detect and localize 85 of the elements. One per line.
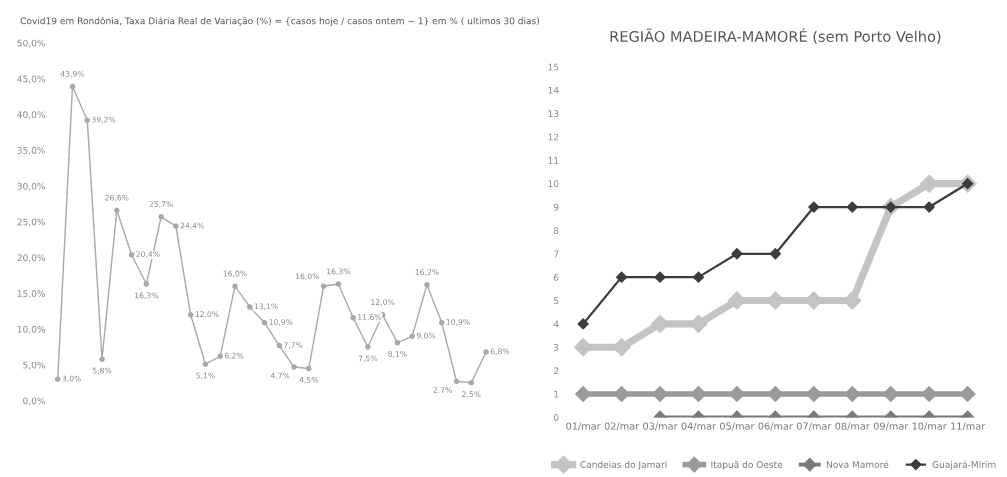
y-tick-label: 35,0% — [17, 146, 45, 155]
point — [689, 314, 708, 334]
point — [654, 271, 666, 283]
y-tick-label: 15 — [548, 63, 559, 71]
y-tick-label: 1 — [554, 390, 559, 398]
point — [143, 281, 150, 287]
point — [84, 117, 91, 123]
legend-label: Guajará-Mirim — [932, 460, 996, 470]
y-tick-label: 5 — [554, 297, 559, 305]
y-tick-label: 10,0% — [17, 325, 45, 334]
y-tick-label: 7 — [554, 250, 559, 258]
point — [453, 378, 460, 385]
point — [424, 281, 430, 288]
y-tick-label: 13 — [548, 110, 559, 118]
point — [731, 248, 743, 260]
y-tick-label: 4 — [553, 320, 559, 328]
y-tick-label: 0,0% — [23, 397, 45, 406]
point — [217, 353, 223, 360]
y-tick-label: 5,0% — [23, 361, 45, 370]
x-tick-label: 09/mar — [873, 422, 909, 431]
x-tick-label: 07/mar — [796, 422, 832, 431]
x-tick-label: 11/mar — [951, 422, 986, 431]
x-tick-label: 01/mar — [566, 422, 601, 431]
point — [276, 342, 283, 349]
point — [577, 318, 589, 330]
y-tick-label: 15,0% — [17, 290, 45, 298]
point — [615, 271, 628, 283]
y-tick-label: 40,0% — [17, 111, 45, 119]
point — [923, 201, 935, 213]
point — [483, 349, 489, 355]
point — [232, 283, 238, 289]
point — [187, 312, 194, 318]
legend-label: Nova Mamoré — [826, 460, 889, 468]
point — [291, 364, 297, 370]
chart-title: Covid19 em Rondônia, Taxa Diária Real de Variação (%) = {casos hoje / casos ontem − 1} em % ( ultimos 30 dias) — [20, 16, 539, 27]
point — [409, 333, 415, 340]
point — [350, 314, 356, 321]
x-tick-label: 04/mar — [681, 422, 717, 431]
legend-label: Itapuã do Oeste — [711, 460, 783, 470]
point — [173, 223, 179, 229]
point — [394, 339, 401, 346]
y-tick-label: 2 — [553, 367, 559, 375]
y-tick-label: 20,0% — [17, 254, 45, 263]
y-tick-label: 14 — [548, 87, 559, 94]
point — [468, 380, 475, 386]
legend-label: Candeias do Jamari — [580, 460, 667, 470]
point — [335, 281, 342, 287]
point — [261, 319, 268, 326]
point — [808, 201, 820, 213]
y-tick-label: 0 — [553, 414, 559, 421]
y-tick-label: 45,0% — [17, 75, 45, 84]
point — [690, 386, 707, 402]
point — [158, 214, 164, 220]
y-tick-label: 25,0% — [17, 218, 45, 227]
x-tick-label: 05/mar — [720, 422, 755, 431]
point — [769, 248, 781, 260]
point — [99, 356, 105, 362]
x-tick-label: 08/mar — [835, 422, 870, 431]
y-tick-label: 3 — [554, 343, 559, 351]
point — [114, 207, 120, 214]
y-tick-label: 12 — [548, 133, 559, 141]
x-tick-label: 06/mar — [758, 422, 793, 431]
point — [202, 361, 209, 367]
point — [128, 251, 135, 258]
point — [846, 201, 858, 213]
x-tick-label: 03/mar — [643, 422, 678, 431]
y-tick-label: 11 — [548, 157, 559, 164]
point — [692, 271, 705, 283]
point — [365, 344, 371, 350]
chart-title: REGIÃO MADEIRA-MAMORÉ (sem Porto Velho) — [610, 28, 941, 44]
point — [438, 319, 445, 326]
y-tick-label: 8 — [553, 227, 559, 234]
point — [306, 365, 312, 372]
y-tick-label: 30,0% — [17, 182, 45, 191]
point — [320, 283, 327, 289]
y-tick-label: 6 — [553, 273, 559, 281]
point — [69, 83, 76, 90]
y-tick-label: 10 — [548, 180, 559, 188]
point — [54, 376, 61, 382]
y-tick-label: 9 — [553, 203, 559, 211]
point — [613, 386, 630, 402]
x-tick-label: 02/mar — [604, 422, 640, 431]
y-tick-label: 50,0% — [17, 39, 45, 48]
x-tick-label: 10/mar — [912, 422, 947, 431]
point — [246, 304, 253, 310]
